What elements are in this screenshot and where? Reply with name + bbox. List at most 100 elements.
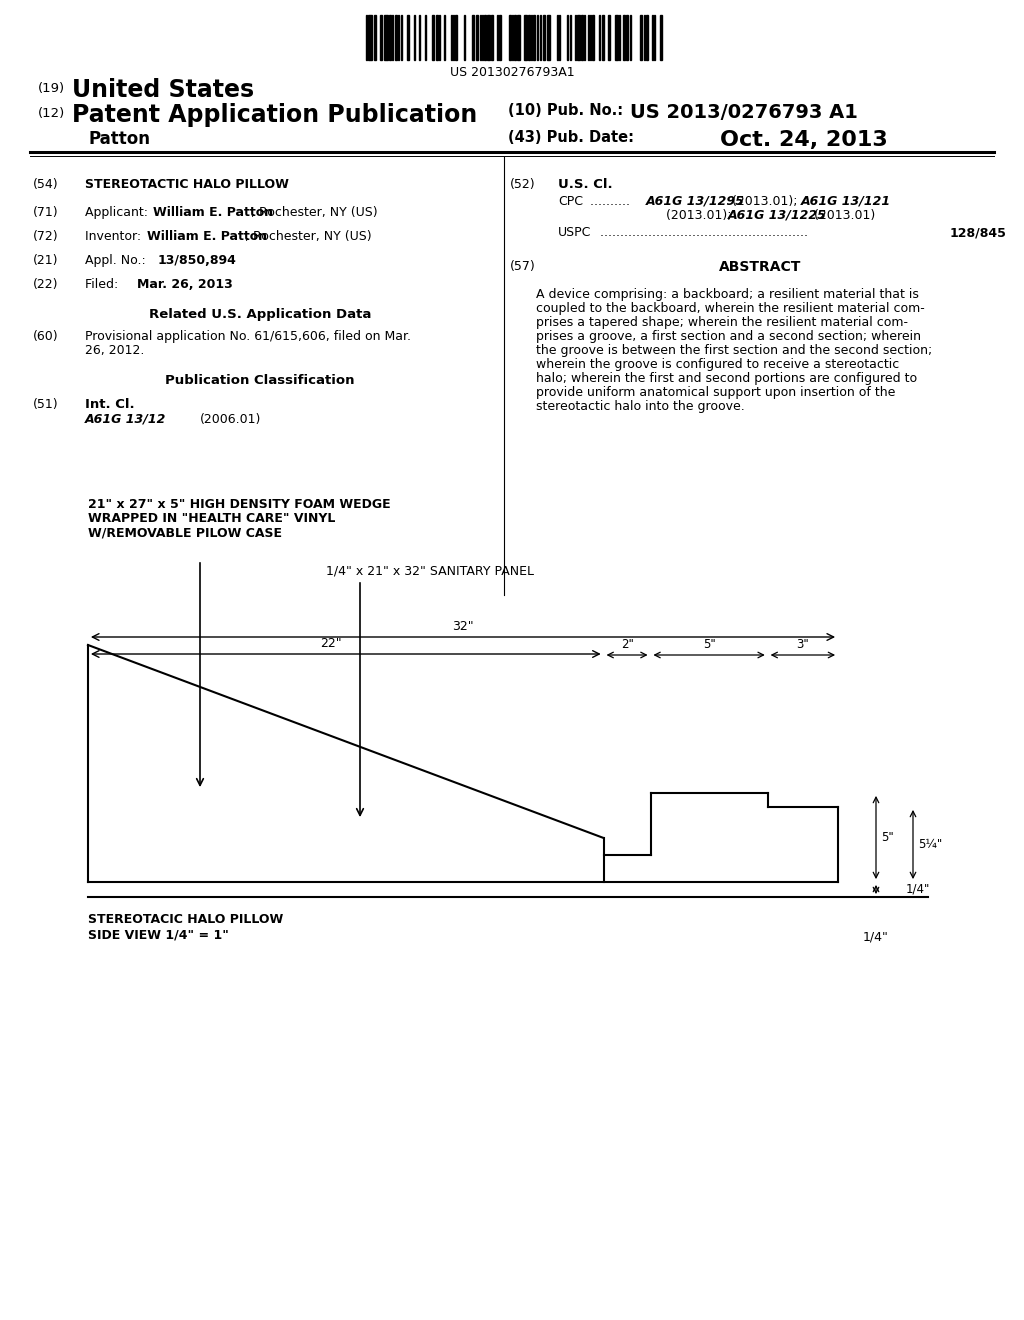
Text: 5¼": 5¼" [918, 838, 942, 851]
Text: William E. Patton: William E. Patton [153, 206, 273, 219]
Text: wherein the groove is configured to receive a stereotactic: wherein the groove is configured to rece… [536, 358, 899, 371]
Bar [380, 15, 382, 59]
Text: (21): (21) [33, 253, 58, 267]
Text: Filed:: Filed: [85, 279, 146, 290]
Text: Inventor:: Inventor: [85, 230, 154, 243]
Bar [640, 15, 642, 59]
Text: halo; wherein the first and second portions are configured to: halo; wherein the first and second porti… [536, 372, 918, 385]
Bar [602, 15, 604, 59]
Bar [623, 15, 625, 59]
Text: A61G 13/1225: A61G 13/1225 [728, 209, 826, 222]
Text: US 2013/0276793 A1: US 2013/0276793 A1 [630, 103, 858, 121]
Text: A device comprising: a backboard; a resilient material that is: A device comprising: a backboard; a resi… [536, 288, 919, 301]
Text: SIDE VIEW 1/4" = 1": SIDE VIEW 1/4" = 1" [88, 928, 229, 941]
Text: 5": 5" [702, 638, 716, 651]
Bar [534, 15, 535, 59]
Text: CPC: CPC [558, 195, 583, 209]
Text: ..........: .......... [586, 195, 630, 209]
Bar [626, 15, 628, 59]
Text: 32": 32" [453, 620, 474, 634]
Text: (19): (19) [38, 82, 66, 95]
Bar [499, 15, 501, 59]
Bar [577, 15, 580, 59]
Bar [490, 15, 493, 59]
Bar [384, 15, 388, 59]
Bar [368, 15, 372, 59]
Text: Publication Classification: Publication Classification [165, 374, 354, 387]
Bar [389, 15, 391, 59]
Text: Patton: Patton [88, 129, 150, 148]
Text: STEREOTACIC HALO PILLOW: STEREOTACIC HALO PILLOW [88, 913, 284, 927]
Text: 1/4": 1/4" [906, 883, 931, 896]
Text: (72): (72) [33, 230, 58, 243]
Text: 5": 5" [881, 832, 894, 843]
Text: Provisional application No. 61/615,606, filed on Mar.: Provisional application No. 61/615,606, … [85, 330, 411, 343]
Text: 2": 2" [621, 638, 634, 651]
Text: Related U.S. Application Data: Related U.S. Application Data [148, 308, 371, 321]
Text: (10) Pub. No.:: (10) Pub. No.: [508, 103, 629, 117]
Bar [543, 15, 545, 59]
Text: U.S. Cl.: U.S. Cl. [558, 178, 612, 191]
Text: (43) Pub. Date:: (43) Pub. Date: [508, 129, 634, 145]
Text: the groove is between the first section and the second section;: the groove is between the first section … [536, 345, 932, 356]
Text: A61G 13/1295: A61G 13/1295 [646, 195, 744, 209]
Text: A61G 13/121: A61G 13/121 [801, 195, 891, 209]
Bar [524, 15, 527, 59]
Text: 1/4" x 21" x 32" SANITARY PANEL: 1/4" x 21" x 32" SANITARY PANEL [326, 564, 534, 577]
Text: 26, 2012.: 26, 2012. [85, 345, 144, 356]
Bar [407, 15, 409, 59]
Text: Applicant:: Applicant: [85, 206, 156, 219]
Text: prises a groove, a first section and a second section; wherein: prises a groove, a first section and a s… [536, 330, 921, 343]
Text: US 20130276793A1: US 20130276793A1 [450, 66, 574, 79]
Text: coupled to the backboard, wherein the resilient material com-: coupled to the backboard, wherein the re… [536, 302, 925, 315]
Text: (2013.01): (2013.01) [810, 209, 876, 222]
Bar [487, 15, 490, 59]
Text: (51): (51) [33, 399, 58, 411]
Text: stereotactic halo into the groove.: stereotactic halo into the groove. [536, 400, 744, 413]
Text: ABSTRACT: ABSTRACT [719, 260, 801, 275]
Bar [484, 15, 486, 59]
Text: WRAPPED IN "HEALTH CARE" VINYL: WRAPPED IN "HEALTH CARE" VINYL [88, 512, 336, 525]
Bar [436, 15, 438, 59]
Text: (22): (22) [33, 279, 58, 290]
Text: William E. Patton: William E. Patton [147, 230, 267, 243]
Bar [395, 15, 397, 59]
Bar [472, 15, 474, 59]
Text: (2013.01);: (2013.01); [666, 209, 735, 222]
Text: Oct. 24, 2013: Oct. 24, 2013 [720, 129, 888, 150]
Bar [432, 15, 434, 59]
Text: prises a tapered shape; wherein the resilient material com-: prises a tapered shape; wherein the resi… [536, 315, 908, 329]
Text: (54): (54) [33, 178, 58, 191]
Text: A61G 13/12: A61G 13/12 [85, 413, 166, 426]
Text: (71): (71) [33, 206, 58, 219]
Bar [509, 15, 511, 59]
Text: 128/845: 128/845 [950, 226, 1007, 239]
Text: ....................................................: ........................................… [596, 226, 808, 239]
Text: Appl. No.:: Appl. No.: [85, 253, 154, 267]
Bar [455, 15, 457, 59]
Bar [514, 15, 516, 59]
Bar [660, 15, 662, 59]
Text: provide uniform anatomical support upon insertion of the: provide uniform anatomical support upon … [536, 385, 895, 399]
Bar [528, 15, 530, 59]
Text: W/REMOVABLE PILOW CASE: W/REMOVABLE PILOW CASE [88, 525, 282, 539]
Bar [374, 15, 376, 59]
Bar [608, 15, 610, 59]
Text: , Rochester, NY (US): , Rochester, NY (US) [245, 230, 372, 243]
Text: (2006.01): (2006.01) [200, 413, 261, 426]
Text: (52): (52) [510, 178, 536, 191]
Text: 13/850,894: 13/850,894 [158, 253, 237, 267]
Text: , Rochester, NY (US): , Rochester, NY (US) [251, 206, 378, 219]
Text: STEREOTACTIC HALO PILLOW: STEREOTACTIC HALO PILLOW [85, 178, 289, 191]
Text: United States: United States [72, 78, 254, 102]
Text: Patent Application Publication: Patent Application Publication [72, 103, 477, 127]
Text: 1/4": 1/4" [863, 931, 889, 942]
Text: USPC: USPC [558, 226, 592, 239]
Bar [592, 15, 594, 59]
Text: 3": 3" [797, 638, 809, 651]
Text: (12): (12) [38, 107, 66, 120]
Bar [615, 15, 618, 59]
Text: Int. Cl.: Int. Cl. [85, 399, 134, 411]
Bar [547, 15, 550, 59]
Text: 22": 22" [319, 638, 342, 649]
